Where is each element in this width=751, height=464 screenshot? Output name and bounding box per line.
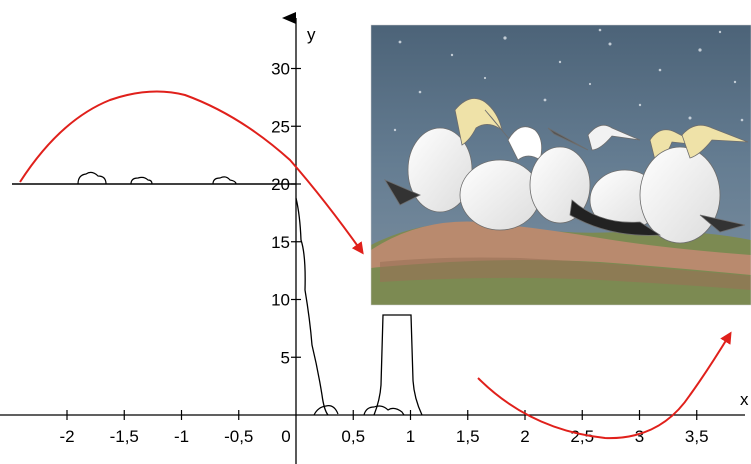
- y-tick-label: 30: [271, 60, 290, 79]
- rock-stack: [373, 314, 423, 416]
- x-tick-label: 3,5: [685, 427, 709, 446]
- underwater-trajectory-arrow: [477, 331, 732, 440]
- x-tick-label: 1,5: [456, 427, 480, 446]
- x-tick-label: -1,5: [110, 427, 139, 446]
- x-tick-label: -2: [59, 427, 74, 446]
- x-tick-label: 1: [406, 427, 415, 446]
- y-axis-name: y: [307, 25, 316, 44]
- y-tick-label: 10: [271, 291, 290, 310]
- ground-rocks: [313, 405, 405, 416]
- gannet-photo: [370, 24, 751, 306]
- y-tick-label: 15: [271, 233, 290, 252]
- cliff-top-rocks: [77, 171, 237, 185]
- cliff-face-outline: [295, 197, 329, 416]
- x-axis-name: x: [740, 390, 749, 409]
- y-tick-label: 5: [281, 348, 290, 367]
- x-tick-label: 2,5: [570, 427, 594, 446]
- dive-trajectory-arrow: [19, 90, 364, 255]
- x-tick-label: 3: [635, 427, 644, 446]
- x-tick-label: -0,5: [224, 427, 253, 446]
- x-tick-label: 2: [520, 427, 529, 446]
- x-tick-label: 0: [281, 427, 290, 446]
- axes: y x -2 -1,5 -1 -0,5 0 0,5 1 1,5 2 2,5 3 3,5 5101520…: [0, 12, 749, 464]
- y-tick-label: 25: [271, 117, 290, 136]
- x-tick-label: -1: [174, 427, 189, 446]
- x-tick-label: 0,5: [341, 427, 365, 446]
